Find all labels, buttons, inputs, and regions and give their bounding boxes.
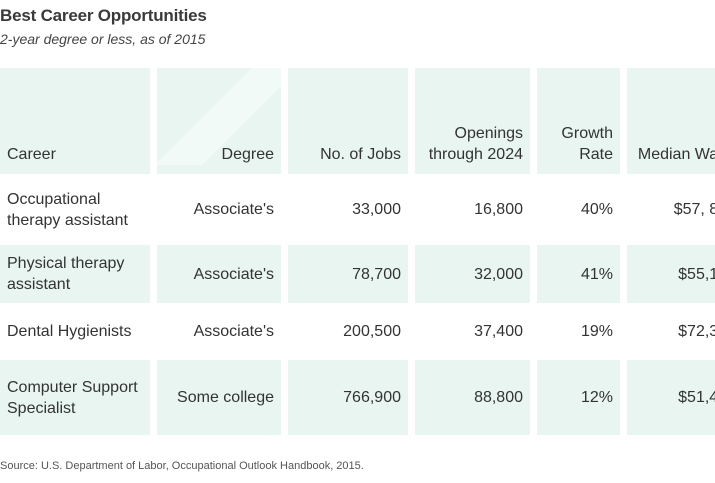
table-title: Best Career Opportunities xyxy=(0,6,207,25)
cell-growth: 12% xyxy=(537,360,620,435)
cell-degree: Associate's xyxy=(157,245,281,303)
cell-growth: 40% xyxy=(537,174,620,245)
header-label: Openings through 2024 xyxy=(428,125,523,163)
cell-degree: Associate's xyxy=(157,303,281,360)
cell-wage: $57, 870 xyxy=(627,174,715,245)
table-subtitle: 2-year degree or less, as of 2015 xyxy=(0,31,206,47)
cell-growth: 19% xyxy=(537,303,620,360)
cell-wage: $51,470 xyxy=(627,360,715,435)
table-row: Computer Support Specialist Some college… xyxy=(0,360,715,435)
table-row: Occupational therapy assistant Associate… xyxy=(0,174,715,245)
table-row: Physical therapy assistant Associate's 7… xyxy=(0,245,715,303)
cell-openings: 16,800 xyxy=(415,174,530,245)
header-row: Career Degree No. of Jobs Openings throu… xyxy=(0,68,715,174)
header-label: Career xyxy=(7,146,56,163)
column-header-growth: Growth Rate xyxy=(537,68,620,174)
cell-jobs: 200,500 xyxy=(288,303,408,360)
cell-wage: $55,170 xyxy=(627,245,715,303)
column-header-openings: Openings through 2024 xyxy=(415,68,530,174)
cell-openings: 88,800 xyxy=(415,360,530,435)
column-header-jobs: No. of Jobs xyxy=(288,68,408,174)
header-label: No. of Jobs xyxy=(320,146,401,163)
cell-openings: 37,400 xyxy=(415,303,530,360)
cell-career: Physical therapy assistant xyxy=(0,245,150,303)
careers-table: Career Degree No. of Jobs Openings throu… xyxy=(0,68,715,435)
cell-degree: Associate's xyxy=(157,174,281,245)
column-header-career: Career xyxy=(0,68,150,174)
cell-openings: 32,000 xyxy=(415,245,530,303)
column-header-wage: Median Wage xyxy=(627,68,715,174)
source-note: Source: U.S. Department of Labor, Occupa… xyxy=(0,460,364,472)
cell-growth: 41% xyxy=(537,245,620,303)
cell-jobs: 33,000 xyxy=(288,174,408,245)
cell-career: Dental Hygienists xyxy=(0,303,150,360)
table-row: Dental Hygienists Associate's 200,500 37… xyxy=(0,303,715,360)
cell-jobs: 766,900 xyxy=(288,360,408,435)
cell-degree: Some college xyxy=(157,360,281,435)
header-label: Growth Rate xyxy=(561,125,613,163)
header-label: Degree xyxy=(221,146,274,163)
header-label: Median Wage xyxy=(637,146,715,163)
column-header-degree: Degree xyxy=(157,68,281,174)
cell-jobs: 78,700 xyxy=(288,245,408,303)
cell-career: Occupational therapy assistant xyxy=(0,174,150,245)
cell-wage: $72,330 xyxy=(627,303,715,360)
cell-career: Computer Support Specialist xyxy=(0,360,150,435)
